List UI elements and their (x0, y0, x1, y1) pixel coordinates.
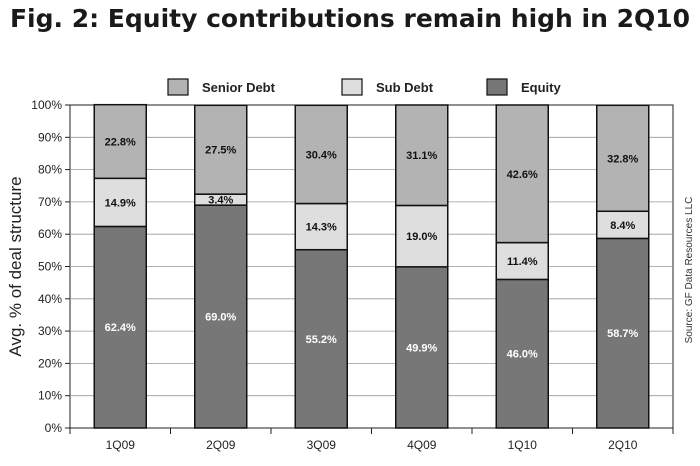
bar-segment (294, 202, 348, 251)
y-tick-label: 10% (38, 389, 62, 403)
x-tick-label: 3Q09 (307, 438, 337, 452)
bar-segment (596, 237, 650, 429)
data-label: 31.1% (406, 150, 437, 162)
x-tick-label: 1Q09 (106, 438, 136, 452)
data-label: 49.9% (406, 342, 437, 354)
legend-swatch (341, 78, 363, 96)
data-label: 30.4% (306, 149, 337, 161)
bar-segment (495, 278, 549, 429)
x-tick-label: 2Q10 (608, 438, 638, 452)
y-tick-label: 40% (38, 292, 62, 306)
x-tick-label: 2Q09 (206, 438, 236, 452)
chart-title: Fig. 2: Equity contributions remain high… (9, 4, 691, 33)
data-label: 3.4% (208, 195, 233, 207)
bar-segment (194, 204, 248, 429)
y-tick-label: 90% (38, 130, 62, 144)
bar-segment (194, 104, 248, 195)
source-note: Source: GF Data Resources LLC (684, 197, 695, 344)
data-label: 69.0% (205, 312, 236, 324)
x-tick-label: 4Q09 (407, 438, 437, 452)
bar-segment (93, 177, 147, 228)
data-label: 27.5% (205, 145, 236, 157)
data-label: 14.3% (306, 222, 337, 234)
bar-segment (93, 103, 147, 180)
bar-segment (294, 248, 348, 429)
data-label: 14.9% (105, 197, 136, 209)
data-label: 8.4% (610, 220, 635, 232)
legend-label: Equity (521, 80, 561, 95)
legend-swatch (486, 78, 508, 96)
bar-segment (93, 225, 147, 429)
bar-segment (495, 104, 549, 244)
bar-segment (596, 210, 650, 240)
bar-segment (395, 204, 449, 268)
y-tick-label: 50% (38, 260, 62, 274)
y-tick-label: 70% (38, 195, 62, 209)
y-tick-label: 0% (45, 421, 63, 435)
y-tick-label: 80% (38, 163, 62, 177)
y-axis-label: Avg. % of deal structure (6, 176, 25, 356)
data-label: 11.4% (507, 256, 538, 268)
bar-segment (596, 104, 650, 213)
y-tick-label: 60% (38, 227, 62, 241)
legend-label: Sub Debt (376, 80, 434, 95)
data-label: 42.6% (507, 169, 538, 181)
legend-label: Senior Debt (202, 80, 276, 95)
y-tick-label: 30% (38, 324, 62, 338)
bar-segment (395, 104, 449, 207)
y-tick-label: 20% (38, 356, 62, 370)
data-label: 55.2% (306, 334, 337, 346)
bar-segment (395, 266, 449, 429)
bar-segment (294, 104, 348, 205)
data-label: 62.4% (105, 322, 136, 334)
data-label: 58.7% (607, 328, 638, 340)
x-tick-label: 1Q10 (508, 438, 538, 452)
y-tick-label: 100% (31, 98, 62, 112)
legend-swatch (167, 78, 189, 96)
data-label: 32.8% (607, 153, 638, 165)
bar-segment (495, 241, 549, 281)
data-label: 22.8% (105, 136, 136, 148)
data-label: 46.0% (507, 349, 538, 361)
data-label: 19.0% (406, 231, 437, 243)
